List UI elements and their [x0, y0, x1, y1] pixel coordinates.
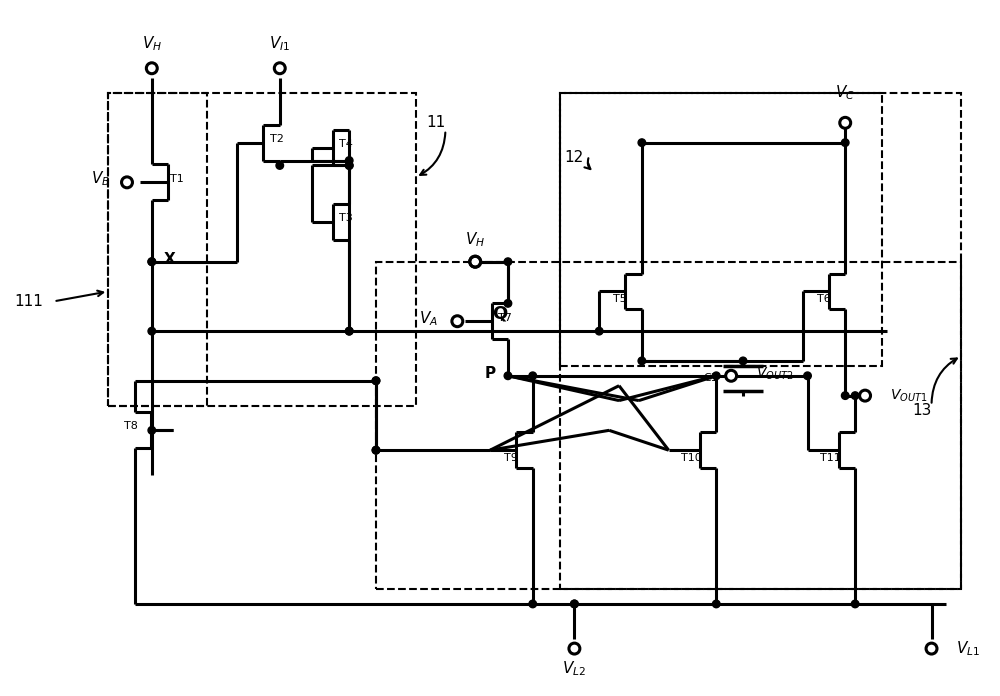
- Circle shape: [804, 372, 811, 379]
- Circle shape: [372, 446, 380, 454]
- Circle shape: [345, 161, 353, 169]
- Text: T1: T1: [170, 175, 183, 184]
- Circle shape: [926, 643, 937, 654]
- Bar: [560, 93, 961, 589]
- Text: $V_H$: $V_H$: [142, 34, 162, 53]
- Text: $V_C$: $V_C$: [835, 84, 855, 102]
- Text: $V_{L1}$: $V_{L1}$: [956, 639, 980, 658]
- Circle shape: [372, 377, 380, 384]
- Circle shape: [470, 256, 481, 267]
- Circle shape: [712, 372, 720, 379]
- Circle shape: [345, 327, 353, 335]
- Circle shape: [372, 377, 380, 384]
- Circle shape: [851, 600, 859, 608]
- Text: T5: T5: [613, 294, 627, 304]
- Circle shape: [726, 370, 737, 381]
- Circle shape: [148, 258, 156, 265]
- Circle shape: [569, 643, 580, 654]
- Circle shape: [470, 256, 481, 267]
- Text: T7: T7: [498, 313, 512, 323]
- Text: $V_{OUT2}$: $V_{OUT2}$: [756, 365, 793, 382]
- Circle shape: [529, 372, 537, 379]
- Circle shape: [739, 357, 747, 365]
- Bar: [376, 262, 961, 589]
- Bar: [108, 93, 416, 406]
- Circle shape: [345, 157, 353, 164]
- Circle shape: [504, 258, 512, 265]
- Text: 13: 13: [912, 403, 931, 418]
- Circle shape: [571, 600, 578, 608]
- Text: T2: T2: [270, 134, 284, 143]
- Text: $V_{I1}$: $V_{I1}$: [269, 34, 290, 53]
- Text: $V_H$: $V_H$: [465, 230, 485, 249]
- Circle shape: [638, 139, 646, 146]
- Bar: [560, 93, 882, 366]
- Text: T10: T10: [681, 453, 701, 463]
- Circle shape: [372, 446, 380, 454]
- Text: $V_A$: $V_A$: [419, 309, 438, 328]
- Circle shape: [504, 372, 512, 379]
- Circle shape: [452, 316, 463, 326]
- Text: 11: 11: [426, 116, 445, 130]
- Circle shape: [595, 327, 603, 335]
- Text: T11: T11: [820, 453, 840, 463]
- Circle shape: [504, 299, 512, 307]
- Circle shape: [851, 392, 859, 400]
- Circle shape: [529, 600, 537, 608]
- Circle shape: [274, 63, 285, 74]
- Text: P: P: [485, 366, 496, 381]
- Circle shape: [148, 258, 156, 265]
- Circle shape: [638, 357, 646, 365]
- Text: 111: 111: [14, 294, 43, 309]
- Text: T3: T3: [339, 213, 353, 223]
- Text: T9: T9: [504, 453, 518, 463]
- Text: X: X: [164, 252, 176, 267]
- Circle shape: [712, 600, 720, 608]
- Text: T4: T4: [339, 139, 353, 149]
- Circle shape: [122, 177, 132, 188]
- Text: $V_B$: $V_B$: [91, 169, 110, 188]
- Circle shape: [146, 63, 157, 74]
- Bar: [108, 93, 207, 406]
- Text: T6: T6: [817, 294, 830, 304]
- Circle shape: [840, 118, 851, 128]
- Circle shape: [571, 600, 578, 608]
- Circle shape: [345, 327, 353, 335]
- Text: Q: Q: [492, 304, 508, 322]
- Circle shape: [276, 161, 284, 169]
- Text: C1: C1: [703, 373, 718, 383]
- Circle shape: [860, 390, 871, 401]
- Text: T8: T8: [124, 421, 138, 432]
- Text: 12: 12: [565, 150, 584, 165]
- Text: $V_{L2}$: $V_{L2}$: [562, 659, 586, 678]
- Circle shape: [345, 161, 353, 169]
- Circle shape: [841, 392, 849, 400]
- Circle shape: [148, 327, 156, 335]
- Text: $V_{OUT1}$: $V_{OUT1}$: [890, 388, 927, 404]
- Circle shape: [841, 139, 849, 146]
- Circle shape: [148, 427, 156, 434]
